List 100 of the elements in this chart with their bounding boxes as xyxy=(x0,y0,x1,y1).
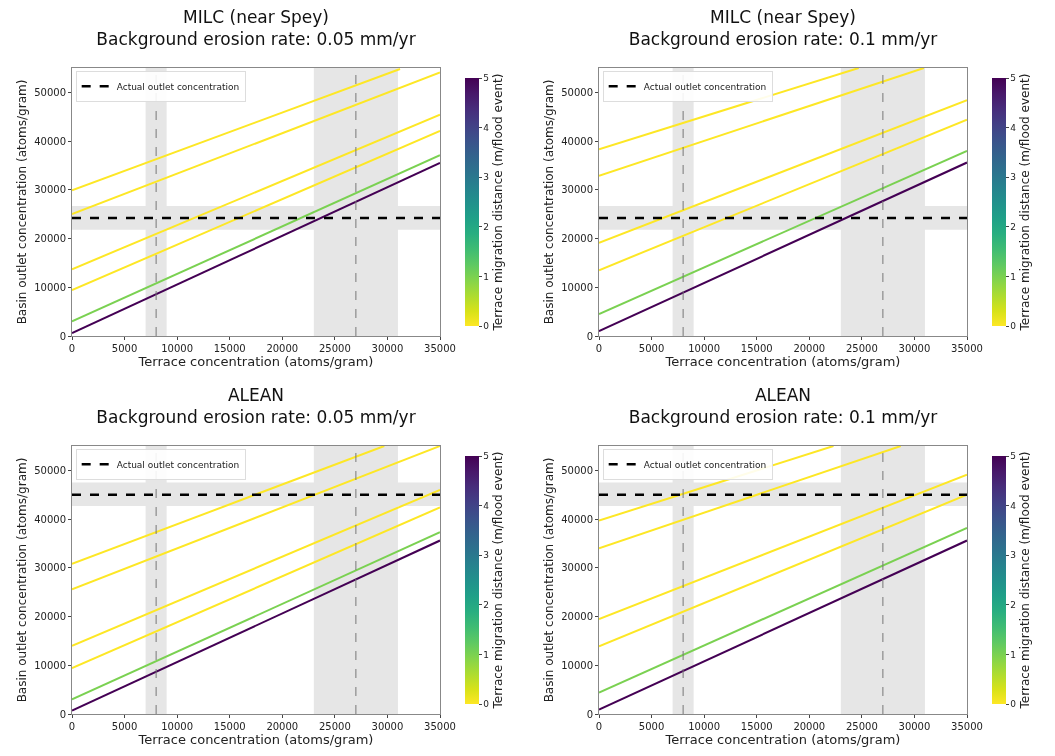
y-tick-label: 30000 xyxy=(561,184,593,196)
color-bar-label: 5 xyxy=(483,451,490,462)
color-bar-label: 1 xyxy=(1010,649,1017,660)
color-bar-label: 2 xyxy=(1010,599,1017,610)
x-tick-label: 10000 xyxy=(688,721,721,732)
y-tick-label: 0 xyxy=(586,708,593,720)
y-tick-label: 0 xyxy=(59,708,66,720)
chart-subtitle: Background erosion rate: 0.1 mm/yr xyxy=(628,28,938,49)
color-bar-label: 0 xyxy=(1010,699,1017,710)
x-axis-title: Terrace concentration (atoms/gram) xyxy=(137,732,374,747)
color-bar-label: 5 xyxy=(1010,73,1017,84)
x-tick-label: 20000 xyxy=(266,721,299,732)
y-tick-label: 40000 xyxy=(34,513,66,525)
x-tick-label: 0 xyxy=(68,721,76,732)
color-bar-label: 0 xyxy=(483,699,490,710)
color-bar-label: 2 xyxy=(1010,221,1017,232)
y-tick-label: 10000 xyxy=(561,281,593,293)
x-tick-label: 35000 xyxy=(424,721,456,732)
y-tick-label: 50000 xyxy=(561,464,593,476)
y-tick-label: 30000 xyxy=(34,184,66,196)
legend-label: Actual outlet concentration xyxy=(643,81,767,92)
color-bar-label: 4 xyxy=(483,122,490,133)
legend-label: Actual outlet concentration xyxy=(116,459,240,470)
x-tick-label: 20000 xyxy=(266,343,299,354)
y-tick-label: 10000 xyxy=(34,659,66,671)
chart-title: ALEAN xyxy=(754,384,812,405)
x-tick-label: 10000 xyxy=(161,343,194,354)
x-tick-label: 25000 xyxy=(318,721,351,732)
x-tick-label: 30000 xyxy=(371,721,404,732)
color-bar-title: Terrace migration distance (m/flood event) xyxy=(491,73,506,332)
color-bar-label: 1 xyxy=(1010,271,1017,282)
x-tick-label: 30000 xyxy=(898,721,931,732)
x-tick-label: 25000 xyxy=(845,343,878,354)
y-tick-label: 0 xyxy=(586,330,593,342)
x-tick-label: 15000 xyxy=(213,343,246,354)
y-tick-label: 50000 xyxy=(34,86,66,98)
y-tick-label: 10000 xyxy=(561,659,593,671)
color-bar-label: 3 xyxy=(1010,550,1017,561)
x-tick-label: 15000 xyxy=(740,343,773,354)
x-tick-label: 20000 xyxy=(793,343,826,354)
x-tick-label: 35000 xyxy=(951,343,983,354)
y-tick-label: 20000 xyxy=(34,233,66,245)
color-bar-label: 0 xyxy=(483,321,490,332)
color-bar-title: Terrace migration distance (m/flood event) xyxy=(491,451,506,710)
y-tick-label: 40000 xyxy=(34,135,66,147)
y-tick-label: 0 xyxy=(59,330,66,342)
legend-label: Actual outlet concentration xyxy=(116,81,240,92)
y-axis-title: Basin outlet concentration (atoms/gram) xyxy=(542,79,557,325)
chart-title: MILC (near Spey) xyxy=(183,6,329,27)
x-tick-label: 0 xyxy=(68,343,76,354)
y-axis-title: Basin outlet concentration (atoms/gram) xyxy=(542,457,557,703)
x-axis-title: Terrace concentration (atoms/gram) xyxy=(137,354,374,369)
color-bar-label: 3 xyxy=(1010,172,1017,183)
legend-label: Actual outlet concentration xyxy=(643,459,767,470)
y-tick-label: 20000 xyxy=(561,611,593,623)
y-tick-label: 40000 xyxy=(561,513,593,525)
y-tick-label: 20000 xyxy=(34,611,66,623)
x-tick-label: 35000 xyxy=(951,721,983,732)
color-bar-label: 3 xyxy=(483,550,490,561)
y-axis-title: Basin outlet concentration (atoms/gram) xyxy=(15,79,30,325)
chart-subtitle: Background erosion rate: 0.05 mm/yr xyxy=(96,406,416,427)
x-tick-label: 5000 xyxy=(111,343,138,354)
color-bar-label: 1 xyxy=(483,649,490,660)
x-tick-label: 20000 xyxy=(793,721,826,732)
x-tick-label: 15000 xyxy=(740,721,773,732)
color-bar-label: 4 xyxy=(483,500,490,511)
x-tick-label: 5000 xyxy=(638,721,665,732)
x-tick-label: 25000 xyxy=(318,343,351,354)
x-tick-label: 15000 xyxy=(213,721,246,732)
chart-title: MILC (near Spey) xyxy=(710,6,856,27)
color-bar-title: Terrace migration distance (m/flood event) xyxy=(1018,73,1033,332)
color-bar-title: Terrace migration distance (m/flood event) xyxy=(1018,451,1033,710)
y-tick-label: 50000 xyxy=(561,86,593,98)
x-tick-label: 30000 xyxy=(371,343,404,354)
x-tick-label: 25000 xyxy=(845,721,878,732)
x-tick-label: 0 xyxy=(595,343,603,354)
x-tick-label: 30000 xyxy=(898,343,931,354)
y-tick-label: 30000 xyxy=(561,562,593,574)
color-bar-label: 0 xyxy=(1010,321,1017,332)
chart-subtitle: Background erosion rate: 0.05 mm/yr xyxy=(96,28,416,49)
color-bar-label: 3 xyxy=(483,172,490,183)
x-tick-label: 5000 xyxy=(638,343,665,354)
color-bar-label: 1 xyxy=(483,271,490,282)
y-tick-label: 20000 xyxy=(561,233,593,245)
y-axis-title: Basin outlet concentration (atoms/gram) xyxy=(15,457,30,703)
chart-subtitle: Background erosion rate: 0.1 mm/yr xyxy=(628,406,938,427)
y-tick-label: 50000 xyxy=(34,464,66,476)
color-bar-label: 2 xyxy=(483,221,490,232)
x-tick-label: 10000 xyxy=(688,343,721,354)
color-bar-label: 2 xyxy=(483,599,490,610)
color-bar-label: 5 xyxy=(483,73,490,84)
color-bar-label: 4 xyxy=(1010,500,1017,511)
y-tick-label: 30000 xyxy=(34,562,66,574)
y-tick-label: 10000 xyxy=(34,281,66,293)
x-tick-label: 35000 xyxy=(424,343,456,354)
color-bar-label: 5 xyxy=(1010,451,1017,462)
x-tick-label: 10000 xyxy=(161,721,194,732)
chart-title: ALEAN xyxy=(227,384,285,405)
x-axis-title: Terrace concentration (atoms/gram) xyxy=(664,354,901,369)
x-axis-title: Terrace concentration (atoms/gram) xyxy=(664,732,901,747)
